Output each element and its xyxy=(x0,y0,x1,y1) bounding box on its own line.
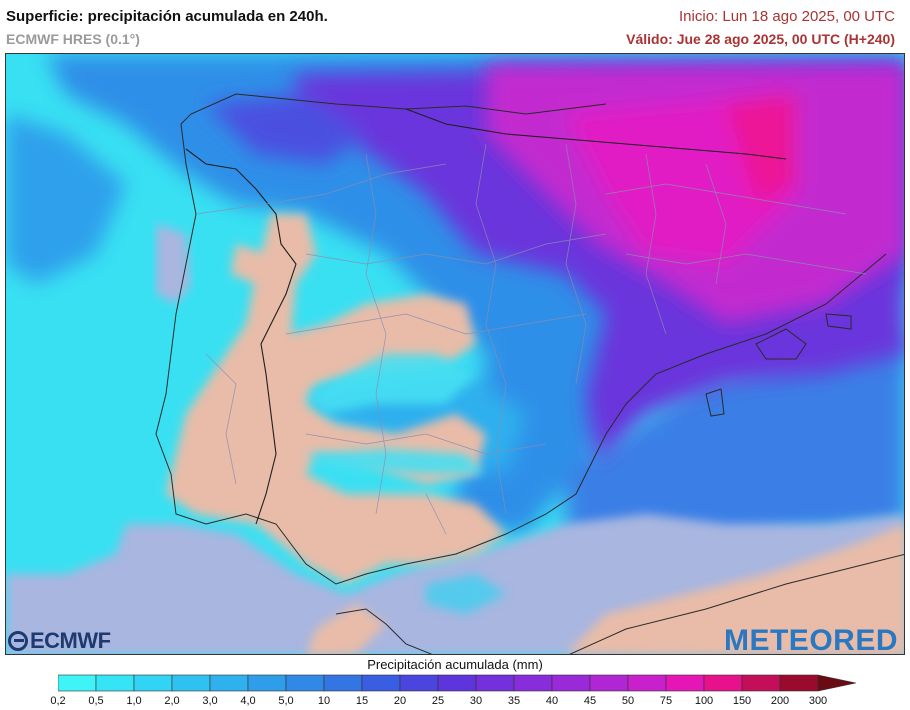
legend-swatch xyxy=(285,674,325,692)
legend-swatch xyxy=(399,674,439,692)
legend-tick-label: 40 xyxy=(545,695,559,707)
legend-swatch xyxy=(779,674,819,692)
region-borders xyxy=(195,143,867,535)
country-borders xyxy=(185,108,787,525)
legend-labels: 0,2 0,5 1,0 2,0 3,0 4,0 5,0 10 15 20 25 30 35 40 45 50 7… xyxy=(0,695,910,709)
precip-magenta-areas xyxy=(486,64,904,324)
legend-tick-label: 4,0 xyxy=(240,695,256,707)
legend-tick-label: 0,5 xyxy=(88,695,104,707)
map-canvas xyxy=(6,54,904,654)
legend-tick-label: 2,0 xyxy=(164,695,180,707)
legend-swatch xyxy=(589,674,629,692)
dry-land-areas xyxy=(166,214,904,654)
legend-colorbar xyxy=(58,674,857,692)
legend-tick-label: 0,2 xyxy=(50,695,66,707)
legend-swatch xyxy=(665,674,705,692)
legend-tick-label: 20 xyxy=(393,695,407,707)
map-title: Superficie: precipitación acumulada en 2… xyxy=(6,8,328,25)
legend-swatch xyxy=(247,674,287,692)
legend-tick-label: 100 xyxy=(694,695,714,707)
coastlines xyxy=(155,93,904,654)
legend-tick-label: 35 xyxy=(507,695,521,707)
legend-tick-label: 150 xyxy=(732,695,752,707)
light-rain-patches xyxy=(306,354,506,614)
legend-swatch xyxy=(133,674,173,692)
legend-swatch xyxy=(551,674,591,692)
legend-swatch xyxy=(361,674,401,692)
ecmwf-logo-text: ECMWF xyxy=(30,628,111,653)
legend-tick-label: 25 xyxy=(431,695,445,707)
legend-title: Precipitación acumulada (mm) xyxy=(367,657,543,672)
legend-swatch xyxy=(58,674,97,692)
legend-tick-label: 30 xyxy=(469,695,483,707)
legend-tick-label: 3,0 xyxy=(202,695,218,707)
legend-arrow-swatch xyxy=(817,674,857,692)
legend-tick-label: 200 xyxy=(770,695,790,707)
legend-tick-label: 75 xyxy=(659,695,673,707)
ecmwf-logo-icon xyxy=(8,631,28,651)
legend-tick-label: 45 xyxy=(583,695,597,707)
meteored-logo: METEORED xyxy=(723,624,898,657)
legend-tick-label: 50 xyxy=(621,695,635,707)
legend-tick-label: 10 xyxy=(317,695,331,707)
model-name: ECMWF HRES (0.1°) xyxy=(6,31,140,47)
ecmwf-logo: ECMWF xyxy=(8,628,111,654)
valid-time: Válido: Jue 28 ago 2025, 00 UTC (H+240) xyxy=(626,31,895,47)
legend-swatch xyxy=(323,674,363,692)
legend-swatch xyxy=(171,674,211,692)
legend-swatch xyxy=(741,674,781,692)
legend-swatch xyxy=(627,674,667,692)
legend-swatch xyxy=(95,674,135,692)
legend-tick-label: 5,0 xyxy=(278,695,294,707)
legend-tick-label: 300 xyxy=(808,695,828,707)
precipitation-map[interactable] xyxy=(5,53,905,655)
legend-swatch xyxy=(209,674,249,692)
legend-swatch xyxy=(513,674,553,692)
legend-swatch xyxy=(475,674,515,692)
legend-swatch xyxy=(703,674,743,692)
legend-tick-label: 15 xyxy=(355,695,369,707)
legend-swatch xyxy=(437,674,477,692)
init-time: Inicio: Lun 18 ago 2025, 00 UTC xyxy=(679,8,895,25)
legend-tick-label: 1,0 xyxy=(126,695,142,707)
